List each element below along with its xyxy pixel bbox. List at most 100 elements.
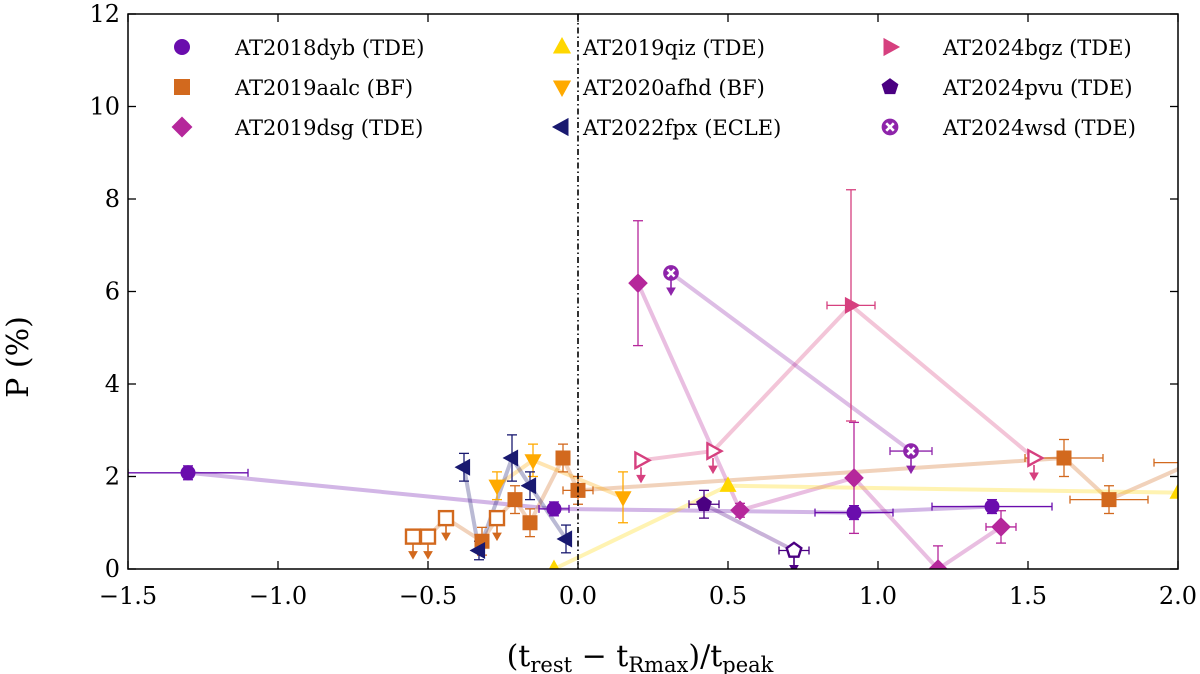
x-tick-label-6: 1.5: [1009, 582, 1047, 610]
y-tick-label-5: 10: [89, 93, 120, 121]
point-at2020afhd-2: [614, 491, 632, 507]
point-at2019aalc-0: [404, 528, 422, 545]
point-at2019aalc-10: [1101, 492, 1117, 508]
point-at2019aalc-2: [437, 509, 455, 527]
y-tick-label-4: 8: [105, 185, 120, 213]
point-at2022fpx-1: [469, 541, 486, 560]
point-at2019aalc-5: [507, 492, 523, 508]
series-line-at2024pvu: [703, 502, 795, 553]
point-at2024wsd-1-limit-head: [906, 465, 916, 475]
data-markers: [180, 265, 1200, 569]
series-line-at2024bgz: [640, 303, 1036, 463]
x-axis-title-open: (t: [507, 639, 531, 674]
legend-label-at2024bgz: AT2024bgz (TDE): [942, 36, 1132, 60]
x-axis-title-close: )/t: [688, 639, 722, 674]
x-axis-title: (trest − tRmax)/tpeak: [507, 639, 774, 674]
point-at2024bgz-2: [844, 296, 861, 314]
point-at2019aalc-1: [419, 528, 437, 545]
point-at2024wsd-1-cross-b: [906, 446, 916, 456]
point-at2019dsg-1: [730, 500, 750, 521]
point-at2019qiz-2: [1169, 483, 1178, 499]
series-line-at2019qiz: [553, 483, 1178, 569]
x-tick-label-0: −1.5: [99, 582, 157, 610]
point-at2019aalc-7: [555, 450, 571, 466]
point-at2024bgz-0-limit-head: [636, 474, 646, 484]
point-at2019aalc-0-limit-head: [408, 551, 418, 560]
legend-label-at2018dyb: AT2018dyb (TDE): [234, 36, 424, 60]
x-axis-title-sub-rmax: Rmax: [628, 653, 688, 674]
legend-label-at2024pvu: AT2024pvu (TDE): [942, 76, 1133, 100]
legend-label-at2019aalc: AT2019aalc (BF): [234, 76, 413, 100]
legend-label-at2019qiz: AT2019qiz (TDE): [582, 36, 765, 60]
x-tick-label-7: 2.0: [1159, 582, 1197, 610]
point-at2018dyb-1: [546, 501, 562, 517]
point-at2022fpx-2: [502, 449, 519, 467]
point-at2019dsg-3: [928, 559, 948, 569]
legend-marker-at2024wsd: [881, 118, 899, 136]
x-tick-label-4: 0.5: [709, 582, 747, 610]
point-at2024wsd-1: [903, 443, 919, 459]
point-at2022fpx-3: [520, 477, 537, 495]
legend-marker-at2018dyb: [174, 39, 190, 55]
point-at2018dyb-2: [846, 505, 862, 521]
point-at2024bgz-3-limit-head: [1029, 472, 1039, 482]
point-at2020afhd-0: [488, 479, 506, 496]
point-at2019dsg-2: [844, 468, 864, 488]
point-at2020afhd-1: [524, 454, 542, 470]
point-at2018dyb-0: [180, 465, 196, 481]
legend-marker-at2022fpx: [551, 117, 569, 137]
point-at2024pvu-0: [696, 495, 712, 511]
y-tick-label-3: 6: [105, 278, 120, 306]
y-tick-label-0: 0: [105, 555, 120, 583]
point-at2024wsd-0: [663, 265, 679, 281]
point-at2024bgz-1-limit-head: [708, 465, 718, 475]
y-tick-label-2: 4: [105, 370, 120, 398]
point-at2019aalc-2-limit-head: [441, 532, 451, 542]
legend-marker-at2019aalc: [174, 79, 190, 95]
x-tick-label-5: 1.0: [859, 582, 897, 610]
series-connecting-lines: [187, 271, 1178, 569]
legend-marker-at2024pvu: [881, 78, 899, 95]
point-at2022fpx-0: [454, 458, 471, 476]
legend: AT2018dyb (TDE) AT2019aalc (BF) AT2019dsg …: [171, 36, 1136, 140]
point-at2024wsd-0-limit-head: [666, 287, 676, 297]
axis-ticks: −1.5 −1.0 −0.5 0.0 0.5 1.0 1.5 2.0 0 2 4 6 8 10 12: [89, 0, 1197, 610]
legend-label-at2022fpx: AT2022fpx (ECLE): [582, 116, 781, 140]
point-at2019aalc-11: [1186, 456, 1200, 470]
legend-label-at2019dsg: AT2019dsg (TDE): [234, 116, 423, 140]
point-at2024bgz-0: [634, 450, 652, 471]
y-axis-title: P (%): [1, 316, 36, 398]
point-at2019dsg-4: [991, 517, 1011, 537]
point-at2018dyb-3: [984, 499, 1000, 515]
legend-marker-at2019dsg: [171, 116, 193, 138]
y-tick-label-6: 12: [89, 0, 120, 28]
point-at2019qiz-1: [719, 476, 737, 492]
x-tick-label-2: −0.5: [399, 582, 457, 610]
legend-marker-at2024wsd-cross-b: [885, 122, 895, 132]
x-axis-title-sub-peak: peak: [722, 653, 773, 674]
legend-marker-at2019qiz: [552, 36, 572, 54]
point-at2019aalc-1-limit-head: [423, 551, 433, 560]
x-axis-title-mid: − t: [572, 639, 628, 674]
point-at2024bgz-3: [1027, 448, 1045, 468]
x-tick-label-1: −1.0: [249, 582, 307, 610]
point-at2019aalc-4-limit-head: [492, 532, 502, 542]
point-at2019aalc-6: [522, 515, 538, 531]
point-at2019aalc-4: [488, 509, 506, 527]
error-bars: [128, 189, 1178, 569]
series-line-at2018dyb: [187, 470, 993, 515]
legend-marker-at2024bgz: [883, 37, 901, 57]
y-tick-label-1: 2: [105, 463, 120, 491]
series-line-at2024wsd: [669, 271, 913, 453]
x-axis-title-sub-rest: rest: [530, 653, 572, 674]
series-line-at2019dsg: [636, 282, 1003, 569]
point-at2019dsg-0: [628, 273, 648, 293]
x-tick-label-3: 0.0: [559, 582, 597, 610]
point-at2019aalc-9: [1056, 450, 1072, 466]
legend-label-at2024wsd: AT2024wsd (TDE): [942, 116, 1136, 140]
point-at2024bgz-1: [706, 441, 724, 461]
point-at2019qiz-0: [548, 559, 560, 569]
point-at2024pvu-1: [785, 541, 803, 558]
point-at2024wsd-0-cross-b: [666, 268, 676, 278]
